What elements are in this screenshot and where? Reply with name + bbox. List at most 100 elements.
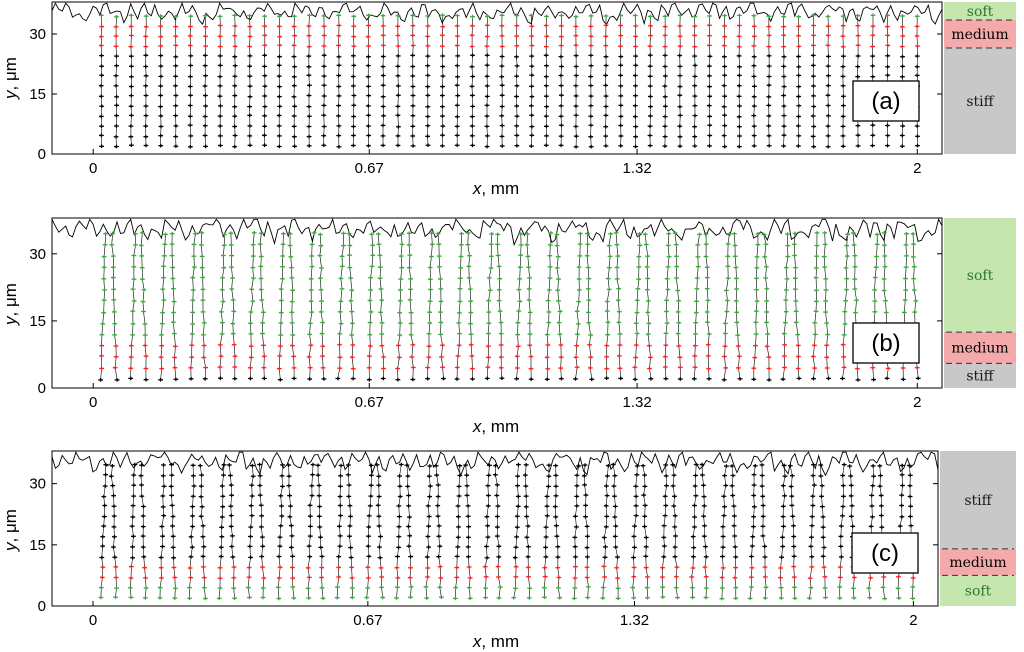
node-column-line [230,233,236,379]
node-column-line [809,464,815,599]
x-tick-label: 1.32 [622,394,651,411]
surface-profile-line [51,451,939,477]
node-column [157,463,167,600]
node-column [747,464,758,601]
node-column [306,13,312,148]
node-column [632,232,643,382]
node-column-line [130,233,136,379]
node-column-line [378,234,384,379]
node-column [454,231,464,381]
panel-a-label-box [852,80,920,122]
node-column [552,463,563,600]
node-column [138,231,149,382]
node-column [677,13,683,148]
node-column-line [694,16,696,147]
node-column [692,14,698,148]
node-column [376,232,386,381]
node-column [672,231,683,381]
node-column [840,232,850,381]
node-column [558,13,564,148]
node-column [847,464,857,600]
legend-label-stiff: stiff [966,369,994,385]
node-column [630,464,640,600]
legend-label-medium: medium [951,27,1008,43]
node-column [542,463,552,600]
panel-a-frame [51,1,943,155]
y-tick-label: 30 [29,246,46,263]
node-column [647,14,653,148]
node-column [759,463,769,600]
legend-zone-soft [944,2,1016,20]
node-column-line [812,232,818,379]
node-column [524,232,534,381]
node-column [187,463,197,601]
node-column-line [130,464,136,598]
node-column [495,232,505,380]
node-column [780,232,791,381]
node-column-line [487,233,492,379]
x-tick-label: 0.67 [355,160,384,177]
node-column [169,231,179,382]
node-column [691,232,702,381]
node-column [453,463,463,601]
node-column-line [250,232,255,379]
legend-label-stiff: stiff [966,94,994,110]
node-column [699,462,709,600]
node-column [810,13,817,149]
node-column [286,463,297,600]
node-column [380,13,386,148]
node-column [98,13,105,149]
node-column [113,15,119,149]
node-column [440,13,446,148]
node-column [128,231,138,381]
node-column [245,463,256,600]
node-column [98,232,108,382]
node-column [197,463,208,601]
node-column-line [190,233,196,379]
panel-b-frame [51,217,943,389]
legend-label-medium: medium [951,341,1008,357]
node-column [128,13,134,147]
node-column [719,464,729,601]
panel-a-x-axis-label: x, mm [472,179,519,198]
node-column [751,13,757,148]
node-column [410,13,416,148]
node-column [435,231,446,381]
node-column [618,13,624,148]
node-column [287,231,297,381]
node-column [108,464,119,599]
x-tick-label: 0.67 [355,394,384,411]
y-tick-label: 30 [29,26,46,43]
node-column [317,232,327,381]
node-column [335,231,346,381]
node-column [334,463,344,600]
node-column [291,14,297,149]
node-column-line [782,234,789,380]
node-column-line [397,233,403,380]
panel-b-label: (b) [871,330,900,357]
node-column [670,463,680,600]
node-column [514,232,524,381]
node-column [395,14,401,148]
node-column-line [100,233,106,380]
node-column [571,464,582,601]
node-column [660,463,669,599]
node-column [499,13,505,148]
node-column [640,463,650,600]
node-column [482,463,492,600]
node-column [346,231,356,381]
panel-b-label-box [852,322,920,364]
node-column [721,232,732,382]
node-column-line [842,234,848,379]
node-column [528,13,535,148]
y-tick-label: 15 [29,86,46,103]
x-tick-label: 0 [89,160,97,177]
node-column [187,14,194,149]
node-column [781,14,787,148]
node-column [484,232,495,381]
node-column [603,14,609,148]
node-column [216,463,227,601]
node-column [395,232,405,382]
node-column [199,231,208,381]
